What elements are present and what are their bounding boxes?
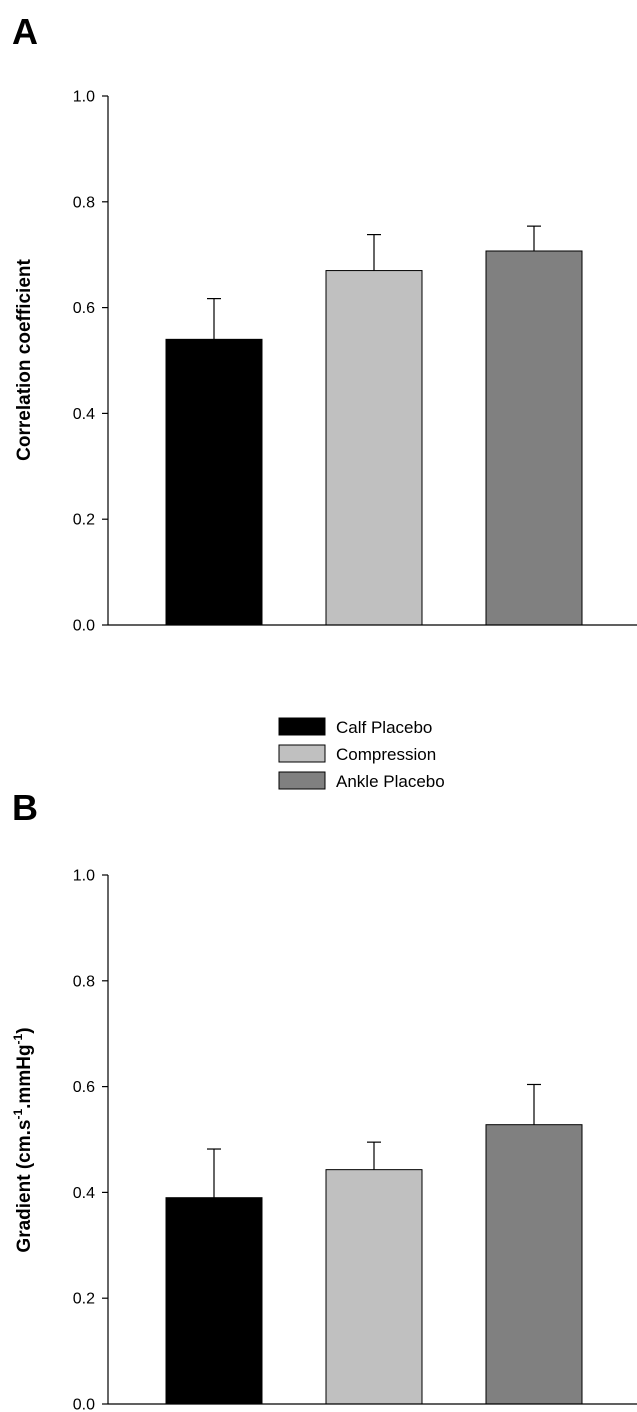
y-tick-label-a: 1.0: [73, 89, 95, 106]
axes-a: 0.0 0.2 0.4 0.6 0.8 1.0: [73, 89, 637, 635]
panel-a: A Correlation coefficient 0.00.20.40.60.…: [12, 11, 637, 635]
bar-ankle-placebo-b: [485, 1124, 583, 1405]
panel-b: B Gradient (cm.s-1.mmHg-1) 0.00.20.40.60…: [11, 787, 637, 1412]
bar-compression-a: [325, 270, 423, 626]
y-axis-title-a: Correlation coefficient: [14, 259, 35, 461]
y-axis-title-b-main: Gradient (cm.s: [14, 1120, 35, 1253]
y-axis-title-b-exp2: -1: [11, 1033, 25, 1044]
y-tick-label-b: 0.2: [73, 1291, 95, 1308]
y-tick-label-a: 0.0: [73, 618, 95, 635]
y-axis-title-b-exp1: -1: [11, 1109, 25, 1120]
bar-compression-b: [325, 1169, 423, 1405]
legend-label-calf-placebo: Calf Placebo: [336, 718, 432, 737]
y-tick-label-b: 0.0: [73, 1397, 95, 1412]
y-axis-title-b-end: ): [14, 1027, 35, 1033]
bar-calf-placebo-a: [165, 338, 263, 626]
legend-swatch-calf-placebo: [278, 717, 326, 736]
legend-label-compression: Compression: [336, 745, 436, 764]
axes-b: 0.0 0.2 0.4 0.6 0.8 1.0: [73, 868, 637, 1412]
legend-label-ankle-placebo: Ankle Placebo: [336, 772, 445, 791]
y-tick-label-a: 0.8: [73, 194, 95, 211]
y-tick-label-a: 0.6: [73, 300, 95, 317]
panel-letter-a: A: [12, 11, 38, 52]
y-tick-label-b: 0.4: [73, 1185, 95, 1202]
y-axis-title-b: Gradient (cm.s-1.mmHg-1): [11, 1027, 35, 1252]
legend-swatch-ankle-placebo: [278, 771, 326, 790]
panel-letter-b: B: [12, 787, 38, 828]
y-tick-label-a: 0.4: [73, 406, 95, 423]
y-axis-title-b-mid: .mmHg: [14, 1044, 35, 1108]
legend: Calf Placebo Compression Ankle Placebo: [278, 717, 445, 791]
y-tick-label-b: 1.0: [73, 868, 95, 885]
y-tick-label-a: 0.2: [73, 512, 95, 529]
y-tick-label-b: 0.8: [73, 973, 95, 990]
y-tick-label-b: 0.6: [73, 1079, 95, 1096]
bar-ankle-placebo-a: [485, 250, 583, 626]
bar-calf-placebo-b: [165, 1197, 263, 1405]
legend-swatch-compression: [278, 744, 326, 763]
